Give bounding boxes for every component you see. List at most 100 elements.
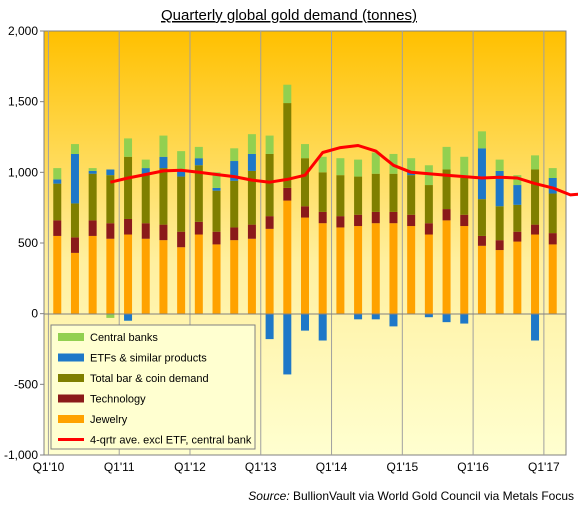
legend-label: Technology xyxy=(90,394,146,406)
x-axis-tick-labels: Q1'10 Q1'11 Q1'12 Q1'13 Q1'14 Q1'15 Q1'16 Q1'17 xyxy=(33,460,560,474)
bar-segment-etf xyxy=(548,177,557,194)
bar-segment-etf xyxy=(124,313,133,321)
bar-segment-technology xyxy=(159,224,168,241)
bar-segment-central-banks xyxy=(354,159,363,177)
bar-segment-etf xyxy=(141,168,150,176)
bar-segment-bar-coin xyxy=(477,199,486,236)
bar-segment-central-banks xyxy=(194,146,203,159)
bar-segment-central-banks xyxy=(212,172,221,188)
bar-segment-technology xyxy=(141,223,150,239)
bar-segment-bar-coin xyxy=(70,203,79,238)
bar-segment-central-banks xyxy=(301,144,309,159)
bar-segment-jewelry xyxy=(477,245,486,314)
bar-segment-jewelry xyxy=(53,235,62,314)
bar-segment-bar-coin xyxy=(159,168,168,225)
bar-segment-technology xyxy=(389,211,398,224)
legend-swatch xyxy=(58,415,84,423)
bar-segment-etf xyxy=(460,313,469,324)
bar-segment-jewelry xyxy=(389,223,398,314)
legend-swatch xyxy=(58,353,84,362)
bar-segment-etf xyxy=(371,313,380,320)
bar-segment-jewelry xyxy=(106,238,115,314)
bar-segment-bar-coin xyxy=(318,172,327,212)
bar-segment-jewelry xyxy=(531,234,540,314)
legend-label: 4-qrtr ave. excl ETF, central bank xyxy=(90,435,252,447)
bar-segment-central-banks xyxy=(460,156,469,178)
bar-segment-technology xyxy=(548,233,557,245)
bar-segment-jewelry xyxy=(212,244,221,314)
average-line xyxy=(110,144,578,197)
bar-segment-jewelry xyxy=(88,235,97,314)
bar-segment-technology xyxy=(177,231,186,248)
y-tick-label: -1,000 xyxy=(4,448,38,462)
bar-segment-bar-coin xyxy=(265,153,274,217)
source-note: Source: BullionVault via World Gold Coun… xyxy=(248,489,574,503)
bar-segment-technology xyxy=(124,218,133,235)
bar-segment-central-banks xyxy=(283,84,292,104)
bar-segment-central-banks xyxy=(265,135,274,154)
bar-segment-jewelry xyxy=(424,234,433,314)
bar-segment-jewelry xyxy=(141,238,150,314)
bar-segment-jewelry xyxy=(548,244,557,314)
bar-segment-etf xyxy=(70,153,79,204)
stacked-bars xyxy=(53,84,557,375)
bar-segment-technology xyxy=(283,187,292,201)
bar-segment-jewelry xyxy=(407,226,416,314)
bar-segment-technology xyxy=(442,209,451,221)
bar-segment-central-banks xyxy=(318,156,327,173)
bar-segment-central-banks xyxy=(141,159,150,169)
source-label: Source: xyxy=(248,489,289,503)
x-tick-label: Q1'10 xyxy=(33,460,65,474)
bar-segment-central-banks xyxy=(88,168,97,171)
legend-label: Central banks xyxy=(90,332,158,344)
bar-segment-technology xyxy=(265,216,274,229)
bar-segment-central-banks xyxy=(531,155,540,170)
bar-segment-technology xyxy=(53,220,62,236)
bar-segment-jewelry xyxy=(513,241,522,314)
source-text: BullionVault via World Gold Council via … xyxy=(290,489,574,503)
bar-segment-technology xyxy=(531,224,540,235)
bar-segment-etf xyxy=(442,313,451,323)
legend-swatch xyxy=(58,394,84,403)
x-tick-label: Q1'16 xyxy=(457,460,489,474)
bar-segment-central-banks xyxy=(371,152,380,174)
bar-segment-central-banks xyxy=(230,148,239,162)
bar-segment-jewelry xyxy=(495,250,504,314)
bar-segment-etf xyxy=(531,313,540,341)
bar-segment-central-banks xyxy=(247,134,256,154)
bar-segment-bar-coin xyxy=(230,180,239,228)
bar-segment-jewelry xyxy=(336,227,345,314)
bar-segment-etf xyxy=(212,187,221,191)
bar-segment-bar-coin xyxy=(177,176,186,232)
bar-segment-bar-coin xyxy=(424,185,433,224)
bar-segment-etf xyxy=(230,161,239,181)
bar-segment-technology xyxy=(513,231,522,242)
x-tick-label: Q1'17 xyxy=(528,460,560,474)
bar-segment-jewelry xyxy=(442,220,451,314)
bar-segment-technology xyxy=(477,235,486,246)
bar-segment-technology xyxy=(106,223,115,239)
bar-segment-technology xyxy=(301,206,309,218)
chart-title: Quarterly global gold demand (tonnes) xyxy=(161,7,417,24)
bar-segment-bar-coin xyxy=(389,173,398,212)
bar-segment-technology xyxy=(354,214,363,227)
bar-segment-jewelry xyxy=(177,247,186,314)
bar-segment-central-banks xyxy=(548,168,557,178)
y-tick-label: 1,500 xyxy=(8,95,38,109)
bar-segment-etf xyxy=(159,156,168,169)
x-tick-label: Q1'11 xyxy=(104,460,135,474)
bar-segment-bar-coin xyxy=(88,173,97,221)
bar-segment-etf xyxy=(424,313,433,318)
bar-segment-bar-coin xyxy=(247,170,256,225)
bar-segment-central-banks xyxy=(70,144,79,154)
bar-segment-jewelry xyxy=(124,234,133,314)
legend-label: ETFs & similar products xyxy=(90,353,207,365)
bar-segment-central-banks xyxy=(336,158,345,176)
y-tick-label: 0 xyxy=(31,307,38,321)
bar-segment-jewelry xyxy=(371,223,380,314)
bar-segment-etf xyxy=(247,153,256,171)
bar-segment-technology xyxy=(495,240,504,251)
x-tick-label: Q1'14 xyxy=(316,460,348,474)
bar-segment-technology xyxy=(194,221,203,235)
legend-swatch xyxy=(58,333,84,341)
